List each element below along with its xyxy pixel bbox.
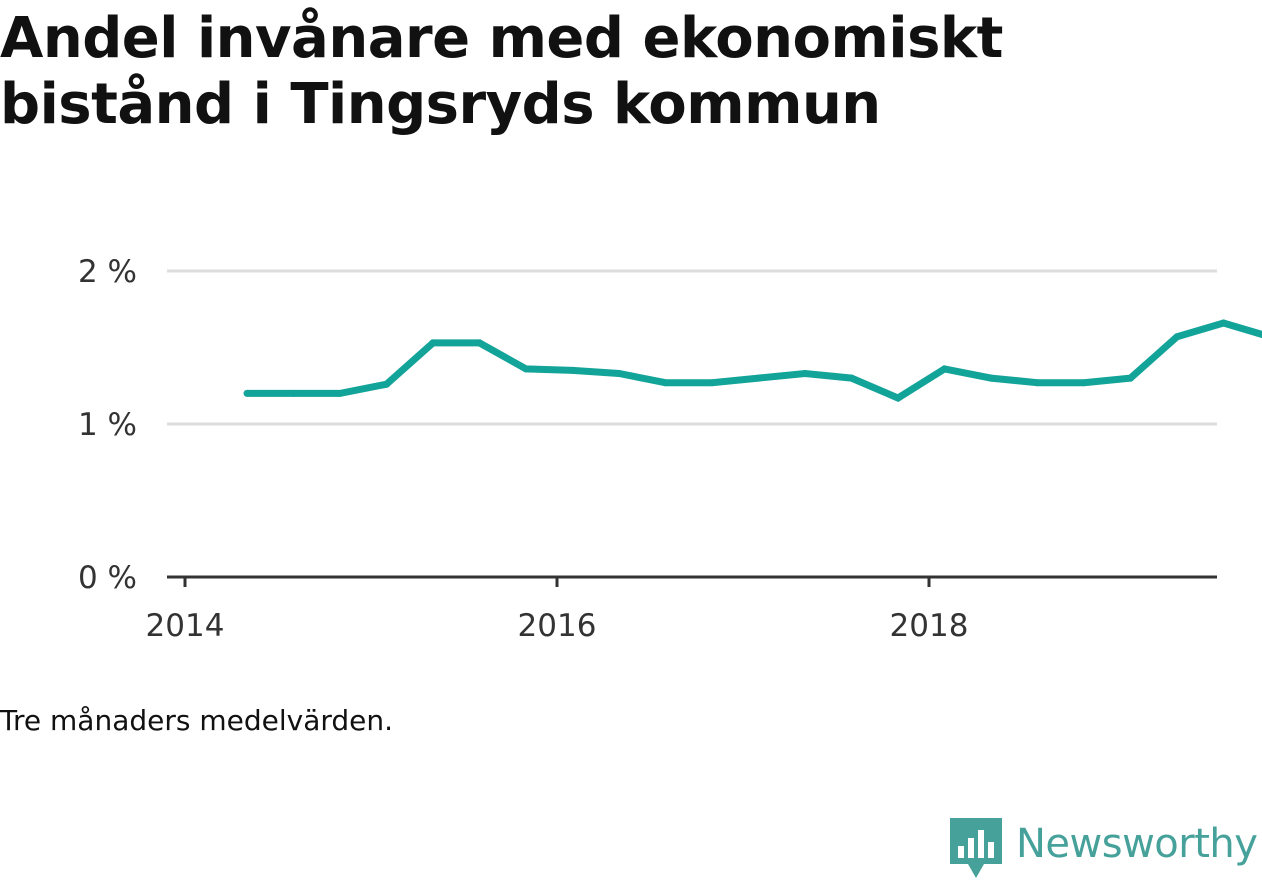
footnote: Tre månaders medelvärden. bbox=[0, 704, 393, 737]
data-point bbox=[244, 390, 251, 397]
newsworthy-logo-icon bbox=[950, 818, 1002, 880]
y-tick-label: 0 % bbox=[78, 560, 137, 596]
data-point bbox=[1081, 379, 1088, 386]
brand: Newsworthy bbox=[950, 818, 1257, 880]
y-tick-label: 2 % bbox=[78, 254, 137, 290]
data-point bbox=[569, 367, 576, 374]
x-tick-label: 2016 bbox=[518, 608, 597, 644]
series-layer bbox=[244, 304, 1262, 433]
data-point bbox=[895, 395, 902, 402]
y-axis-labels: 0 % 1 % 2 % bbox=[78, 254, 137, 596]
data-point bbox=[848, 375, 855, 382]
brand-name: Newsworthy bbox=[1016, 818, 1257, 870]
data-point bbox=[476, 339, 483, 346]
x-axis bbox=[167, 577, 1262, 587]
grid-lines bbox=[167, 271, 1217, 424]
data-point bbox=[290, 390, 297, 397]
data-point bbox=[1220, 320, 1227, 327]
data-point bbox=[1034, 379, 1041, 386]
data-point bbox=[616, 370, 623, 377]
series-line bbox=[247, 308, 1262, 430]
data-point bbox=[383, 381, 390, 388]
data-point bbox=[662, 379, 669, 386]
y-tick-label: 1 % bbox=[78, 407, 137, 443]
x-axis-labels: 201420162018202020222024 bbox=[146, 608, 1262, 644]
data-point bbox=[941, 365, 948, 372]
data-point bbox=[802, 370, 809, 377]
data-point bbox=[709, 379, 716, 386]
data-point bbox=[523, 365, 530, 372]
data-point bbox=[1174, 333, 1181, 340]
data-point bbox=[755, 375, 762, 382]
data-point bbox=[337, 390, 344, 397]
x-tick-label: 2014 bbox=[146, 608, 225, 644]
x-tick-label: 2018 bbox=[890, 608, 969, 644]
data-point bbox=[988, 375, 995, 382]
line-chart: 0 %1 %2 % 201420162018202020222024 bbox=[0, 0, 1262, 700]
data-point bbox=[1127, 375, 1134, 382]
data-point bbox=[430, 339, 437, 346]
